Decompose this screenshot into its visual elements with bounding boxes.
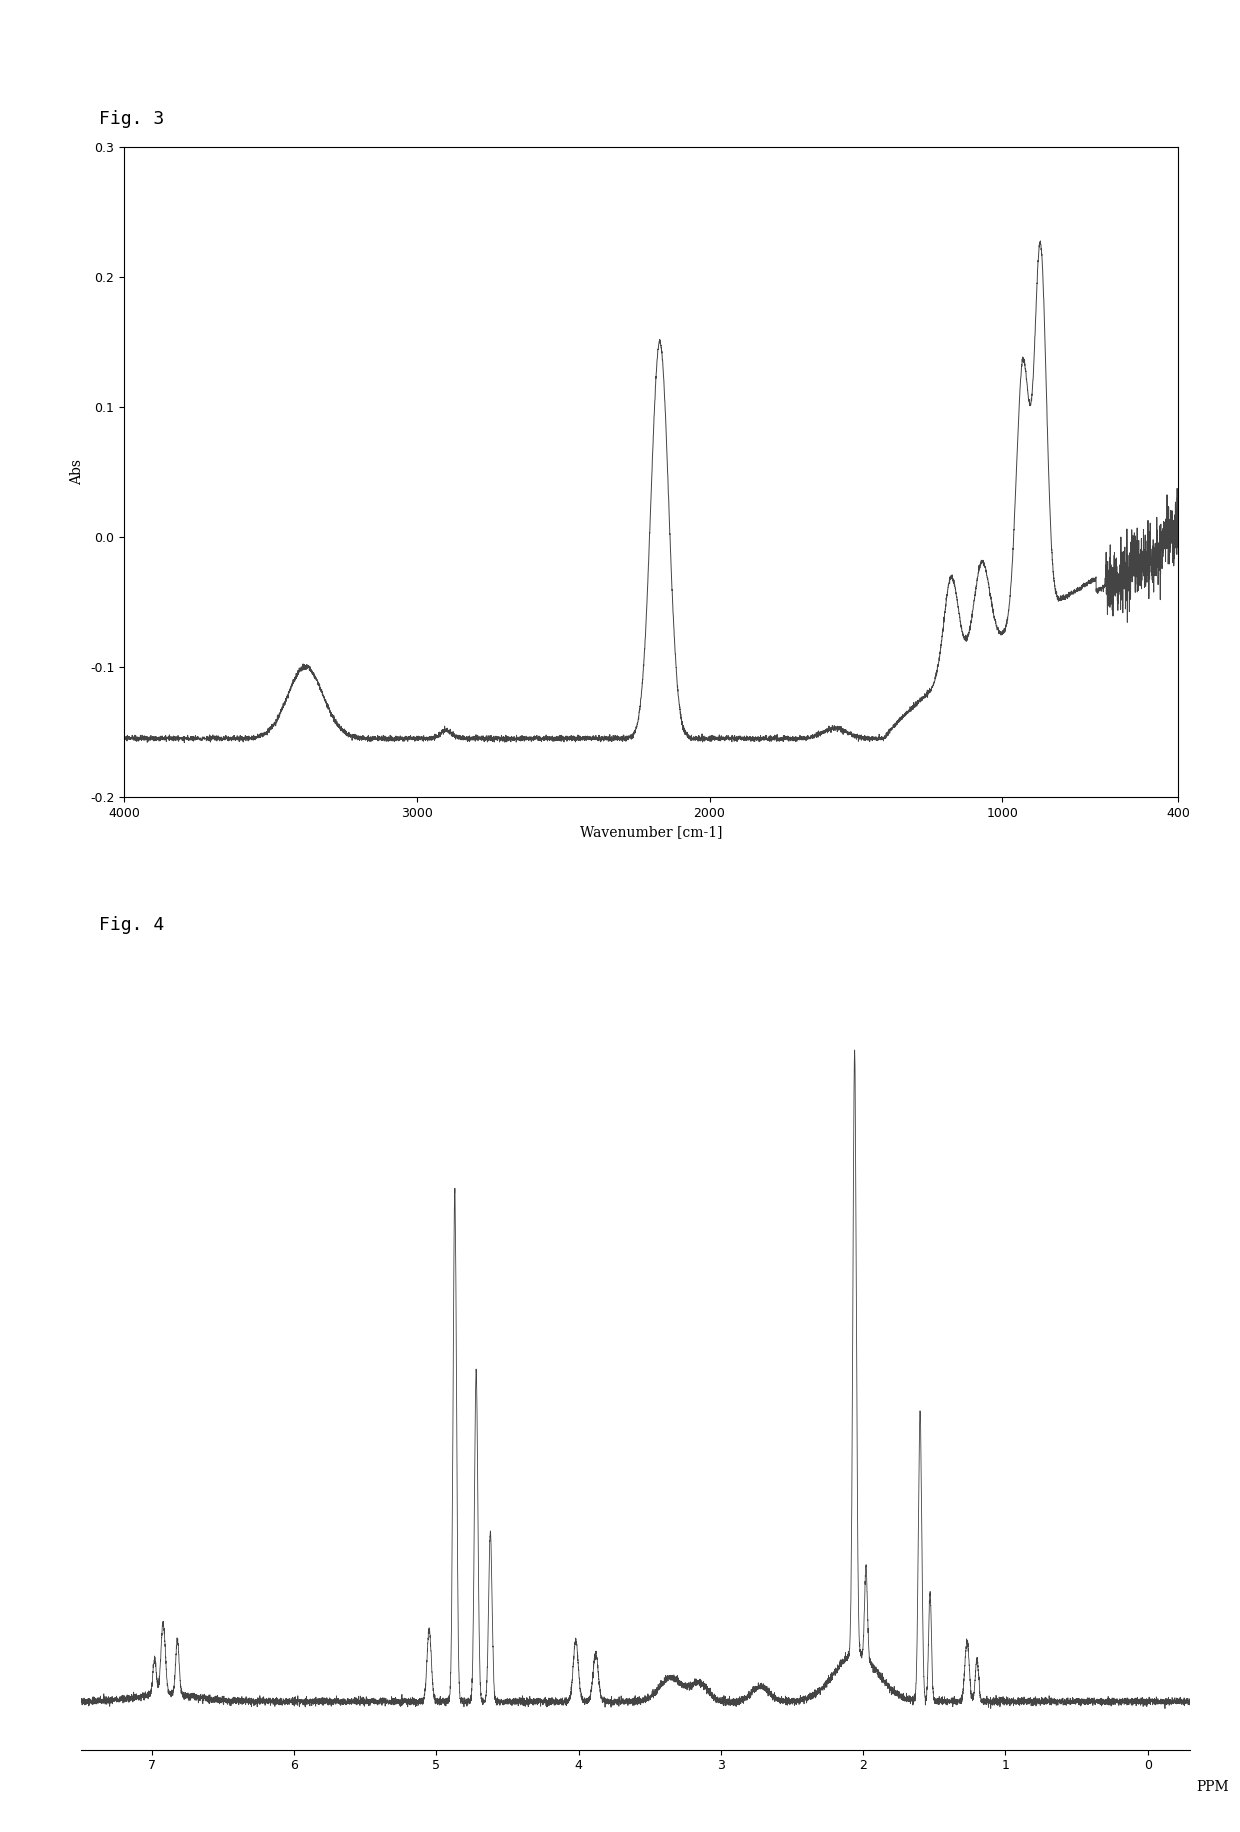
X-axis label: Wavenumber [cm-1]: Wavenumber [cm-1] <box>580 824 722 839</box>
Text: Fig. 4: Fig. 4 <box>99 916 165 934</box>
Text: PPM: PPM <box>1195 1781 1229 1794</box>
Y-axis label: Abs: Abs <box>71 458 84 485</box>
Text: Fig. 3: Fig. 3 <box>99 110 165 128</box>
